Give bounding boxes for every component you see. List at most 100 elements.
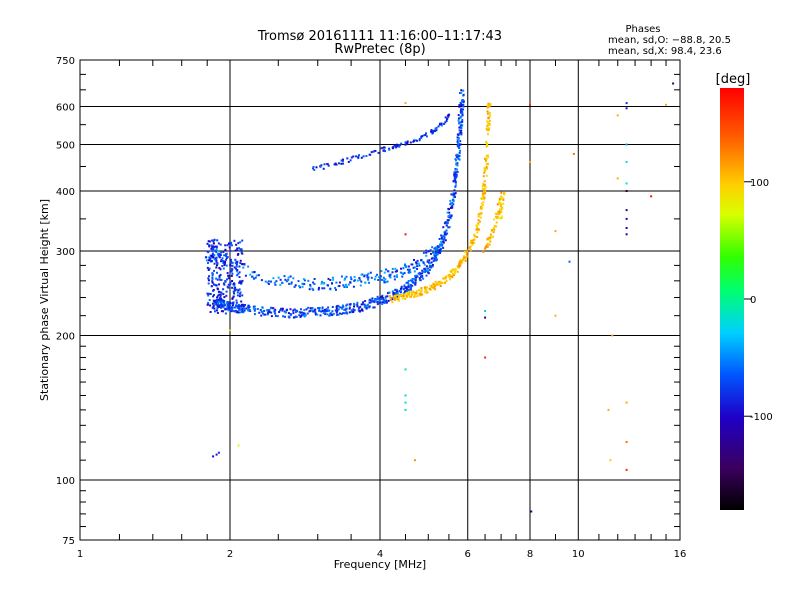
echo-point <box>486 124 489 127</box>
echo-point <box>350 156 353 159</box>
echo-point <box>484 186 487 189</box>
echo-point <box>483 189 486 192</box>
echo-point <box>216 304 219 307</box>
echo-point <box>427 267 429 270</box>
echo-point <box>625 190 628 192</box>
echo-point <box>281 309 284 312</box>
echo-point <box>365 307 368 310</box>
echo-point <box>440 242 443 245</box>
echo-point <box>389 295 391 297</box>
echo-point <box>457 157 460 160</box>
echo-point <box>425 286 428 289</box>
echo-point <box>313 169 316 171</box>
echo-point <box>444 231 447 234</box>
echo-point <box>206 303 209 306</box>
echo-point <box>449 278 452 281</box>
echo-point <box>480 208 483 210</box>
echo-point <box>282 315 285 318</box>
echo-point <box>317 288 320 291</box>
echo-point <box>309 309 312 312</box>
echo-point <box>292 277 295 280</box>
echo-point <box>386 280 389 283</box>
echo-point <box>342 312 345 315</box>
echo-point <box>444 233 447 236</box>
echo-point <box>460 102 462 105</box>
echo-point <box>481 206 483 209</box>
echo-point <box>385 268 388 271</box>
echo-point <box>237 289 240 292</box>
echo-point <box>383 271 386 274</box>
echo-point <box>460 258 463 261</box>
echo-point <box>320 164 323 167</box>
echo-point <box>244 304 246 306</box>
echo-point <box>215 250 218 253</box>
echo-point <box>427 272 430 275</box>
echo-point <box>323 287 326 290</box>
echo-point <box>303 312 306 315</box>
echo-point <box>495 221 498 224</box>
echo-point <box>471 243 474 246</box>
echo-point <box>454 270 457 273</box>
echo-point <box>214 257 217 260</box>
echo-point <box>434 251 437 254</box>
echo-point <box>320 310 322 313</box>
echo-point <box>349 281 352 284</box>
echo-point <box>472 239 475 242</box>
echo-point <box>219 300 222 303</box>
echo-point <box>300 314 303 317</box>
echo-point <box>407 271 410 274</box>
echo-point <box>331 310 334 313</box>
echo-point <box>672 82 675 85</box>
echo-point <box>389 299 392 301</box>
echo-point <box>321 280 323 283</box>
echo-point <box>255 274 258 277</box>
echo-point <box>345 304 348 307</box>
echo-point <box>396 292 399 295</box>
echo-point <box>482 183 485 186</box>
echo-point <box>296 310 298 313</box>
echo-point <box>406 140 409 143</box>
echo-point <box>382 146 385 149</box>
echo-point <box>498 211 501 214</box>
echo-point <box>473 242 476 245</box>
echo-point <box>338 162 340 165</box>
echo-point <box>312 166 315 168</box>
echo-point <box>207 292 210 295</box>
echo-point <box>460 89 463 92</box>
echo-point <box>338 306 341 308</box>
echo-point <box>453 177 456 180</box>
echo-point <box>407 280 410 282</box>
echo-point <box>411 292 414 295</box>
echo-point <box>405 292 408 294</box>
echo-point <box>235 243 238 246</box>
echo-point <box>391 301 394 304</box>
echo-point <box>488 236 491 239</box>
echo-point <box>470 240 473 242</box>
echo-point <box>215 303 218 306</box>
echo-point <box>443 235 446 238</box>
echo-point <box>462 93 465 96</box>
echo-point <box>480 197 483 200</box>
echo-point <box>487 102 490 105</box>
echo-point <box>409 271 412 274</box>
echo-point <box>231 306 234 309</box>
echo-point <box>226 272 229 274</box>
echo-point <box>406 289 409 292</box>
echo-point <box>235 270 238 273</box>
echo-point <box>428 250 431 253</box>
echo-point <box>235 288 238 291</box>
echo-point <box>402 288 405 291</box>
echo-point <box>369 271 372 274</box>
echo-point <box>352 155 355 158</box>
echo-point <box>233 292 236 295</box>
echo-point <box>345 275 348 278</box>
echo-point <box>448 208 450 211</box>
echo-point <box>219 268 222 271</box>
echo-point <box>415 290 418 293</box>
echo-point <box>347 161 350 163</box>
echo-point <box>460 121 463 124</box>
echo-point <box>211 273 214 275</box>
echo-point <box>409 295 412 298</box>
echo-point <box>393 275 396 278</box>
echo-point <box>227 309 230 312</box>
